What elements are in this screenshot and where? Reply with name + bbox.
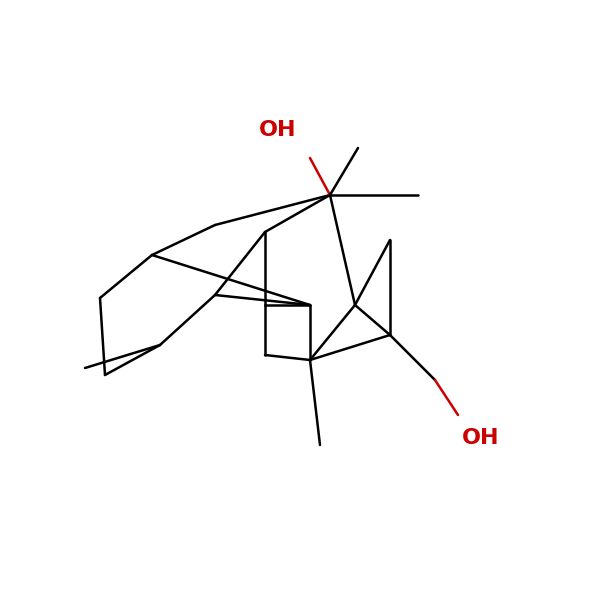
Text: OH: OH — [462, 428, 499, 448]
Text: OH: OH — [259, 120, 296, 140]
